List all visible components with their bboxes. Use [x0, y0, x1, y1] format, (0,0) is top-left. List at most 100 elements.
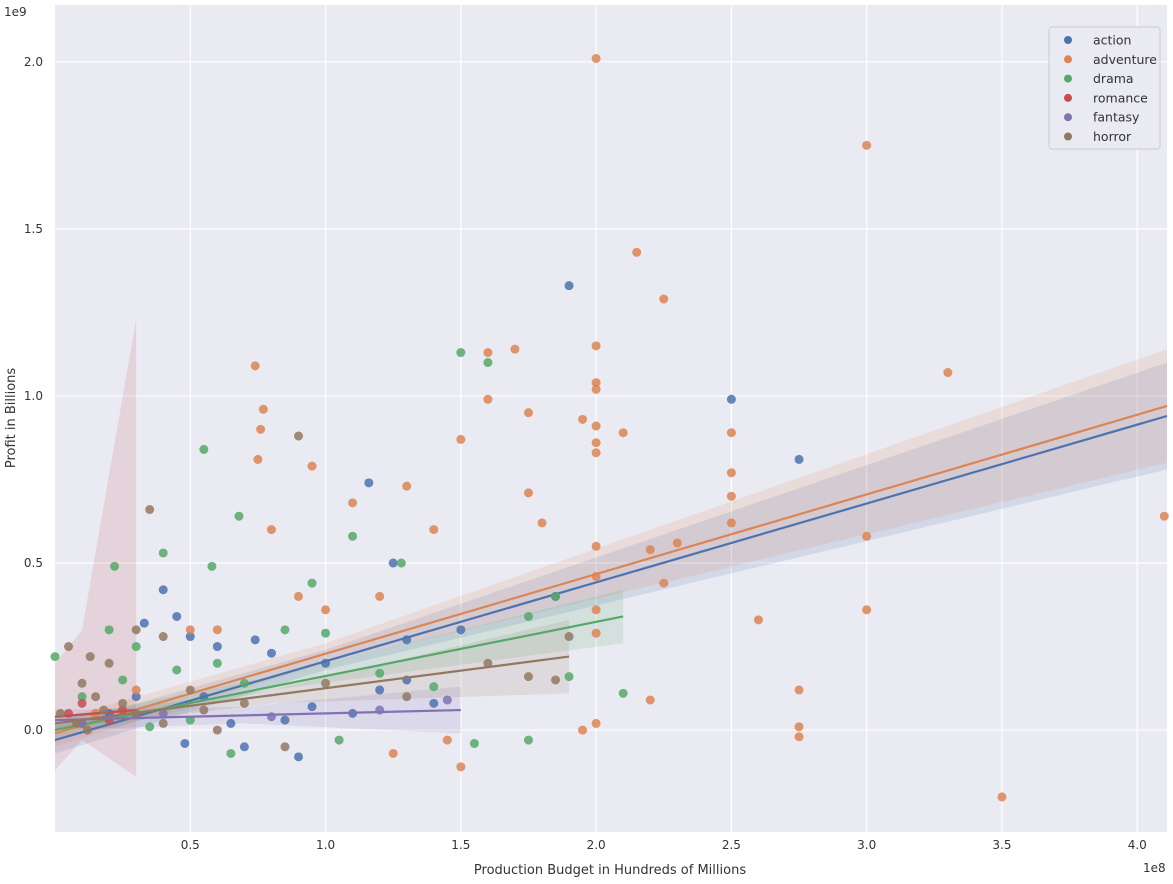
data-point-action — [158, 585, 168, 595]
legend-label: romance — [1093, 90, 1148, 105]
data-point-drama — [118, 675, 128, 685]
data-point-horror — [55, 708, 65, 718]
data-point-drama — [110, 561, 120, 571]
legend-box — [1048, 26, 1161, 150]
y-axis-label: Profit in Billions — [4, 368, 19, 469]
data-point-horror — [145, 505, 155, 515]
x-offset-label: 1e8 — [1143, 861, 1166, 875]
data-point-adventure — [645, 545, 655, 555]
data-point-adventure — [591, 384, 601, 394]
data-point-horror — [212, 725, 222, 735]
data-point-action — [131, 692, 141, 702]
data-point-horror — [321, 678, 331, 688]
data-point-adventure — [618, 428, 628, 438]
data-point-action — [726, 394, 736, 404]
data-point-drama — [104, 625, 114, 635]
data-point-adventure — [131, 685, 141, 695]
data-point-drama — [618, 688, 628, 698]
data-point-adventure — [321, 605, 331, 615]
data-point-drama — [199, 444, 209, 454]
data-point-adventure — [591, 541, 601, 551]
x-tick-label: 3.0 — [857, 838, 876, 852]
series-romance — [54, 698, 137, 725]
x-axis-label: Production Budget in Hundreds of Million… — [474, 863, 746, 878]
data-point-drama — [50, 652, 60, 662]
data-point-horror — [82, 725, 92, 735]
data-point-romance — [77, 698, 87, 708]
data-point-adventure — [794, 685, 804, 695]
ci-band-action — [55, 362, 1167, 754]
series-adventure — [54, 53, 1169, 802]
data-point-drama — [396, 558, 406, 568]
y-tick-label: 2.0 — [24, 55, 43, 69]
data-point-adventure — [212, 625, 222, 635]
data-point-adventure — [591, 605, 601, 615]
data-point-adventure — [726, 491, 736, 501]
data-point-action — [139, 618, 149, 628]
data-marks — [50, 53, 1169, 802]
regression-line-adventure — [54, 404, 1168, 735]
data-point-adventure — [862, 605, 872, 615]
x-tick-label: 1.5 — [451, 838, 470, 852]
data-point-adventure — [307, 461, 317, 471]
data-point-adventure — [794, 732, 804, 742]
data-point-action — [375, 685, 385, 695]
series-action — [54, 281, 1168, 762]
data-point-adventure — [258, 404, 268, 414]
data-point-adventure — [591, 421, 601, 431]
y-offset-label: 1e9 — [4, 5, 27, 19]
legend-label: drama — [1093, 71, 1134, 86]
data-point-adventure — [250, 361, 260, 371]
legend-label: adventure — [1093, 52, 1157, 67]
data-point-horror — [523, 672, 533, 682]
data-point-adventure — [483, 348, 493, 358]
series-fantasy — [54, 695, 461, 728]
data-point-adventure — [659, 294, 669, 304]
data-point-drama — [551, 591, 561, 601]
data-point-action — [307, 702, 317, 712]
data-point-adventure — [483, 394, 493, 404]
x-tick-label: 3.5 — [992, 838, 1011, 852]
data-point-drama — [523, 735, 533, 745]
ci-band-adventure — [55, 349, 1167, 747]
x-tick-label: 4.0 — [1128, 838, 1147, 852]
data-point-action — [180, 738, 190, 748]
data-point-drama — [375, 668, 385, 678]
plot-area — [55, 5, 1167, 832]
data-point-adventure — [591, 53, 601, 63]
data-point-drama — [145, 722, 155, 732]
data-point-adventure — [402, 481, 412, 491]
data-point-drama — [234, 511, 244, 521]
data-point-adventure — [862, 140, 872, 150]
series-horror — [54, 431, 574, 752]
regression-line-action — [54, 414, 1168, 742]
ci-band-fantasy — [55, 686, 461, 734]
data-point-adventure — [672, 538, 682, 548]
data-point-fantasy — [158, 708, 168, 718]
data-point-adventure — [726, 518, 736, 528]
data-point-drama — [212, 658, 222, 668]
data-point-drama — [523, 611, 533, 621]
data-point-drama — [77, 692, 87, 702]
data-point-horror — [99, 705, 109, 715]
data-point-horror — [294, 431, 304, 441]
data-point-adventure — [185, 625, 195, 635]
data-point-horror — [131, 625, 141, 635]
data-point-drama — [469, 738, 479, 748]
data-point-horror — [118, 698, 128, 708]
data-point-adventure — [726, 428, 736, 438]
y-tick-label: 1.5 — [24, 222, 43, 236]
x-tick-label: 1.0 — [316, 838, 335, 852]
data-point-horror — [158, 632, 168, 642]
data-point-horror — [239, 698, 249, 708]
data-point-horror — [64, 642, 74, 652]
x-tick-label: 2.0 — [587, 838, 606, 852]
data-point-adventure — [591, 341, 601, 351]
data-point-adventure — [388, 748, 398, 758]
data-point-action — [794, 454, 804, 464]
data-point-action — [212, 642, 222, 652]
data-point-adventure — [753, 615, 763, 625]
data-point-horror — [483, 658, 493, 668]
data-point-adventure — [794, 722, 804, 732]
ci-band-romance — [55, 319, 137, 777]
